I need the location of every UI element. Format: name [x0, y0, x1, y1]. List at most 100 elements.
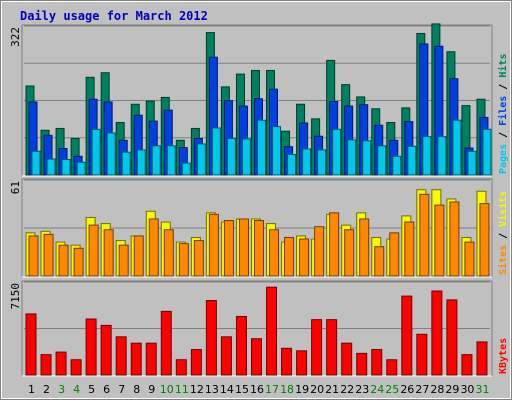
bar-pages-day-22 [347, 139, 357, 176]
bar-pages-day-10 [166, 145, 176, 176]
bar-kbytes-day-15 [235, 315, 247, 376]
legend-entry: Pages [498, 144, 509, 174]
bar-sites-day-13 [208, 213, 219, 277]
bar-kbytes-day-24 [371, 349, 383, 376]
bar-pages-day-13 [211, 127, 221, 176]
bar-pages-day-2 [46, 158, 56, 176]
bar-pages-day-18 [287, 153, 297, 176]
panel-legend-visits-sites: Sites / Visits [497, 191, 509, 275]
x-tick-label-day-27: 27 [415, 383, 429, 396]
bar-pages-day-30 [467, 150, 477, 176]
bar-sites-day-3 [58, 244, 69, 277]
x-tick-label-day-10: 10 [160, 383, 174, 396]
bar-kbytes-day-20 [311, 319, 323, 376]
bar-kbytes-day-1 [25, 313, 37, 376]
bar-kbytes-day-10 [160, 310, 172, 376]
bar-sites-day-12 [193, 240, 204, 277]
bar-sites-day-8 [133, 235, 144, 277]
bar-kbytes-day-22 [341, 342, 353, 376]
bar-sites-day-4 [73, 247, 84, 277]
x-tick-label-day-22: 22 [340, 383, 354, 396]
bar-sites-day-2 [43, 233, 54, 277]
bar-kbytes-day-14 [220, 336, 232, 376]
x-tick-label-day-25: 25 [385, 383, 399, 396]
bar-kbytes-day-11 [175, 359, 187, 376]
x-tick-label-day-1: 1 [28, 383, 35, 396]
bar-pages-day-9 [151, 145, 161, 176]
bar-sites-day-24 [374, 246, 385, 277]
x-tick-label-day-5: 5 [88, 383, 95, 396]
panel-legend-kbytes: KBytes [498, 338, 509, 374]
bar-sites-day-7 [118, 244, 129, 277]
bar-pages-day-28 [437, 136, 447, 176]
x-tick-label-day-26: 26 [400, 383, 414, 396]
bar-sites-day-25 [389, 232, 400, 277]
bar-kbytes-day-23 [356, 352, 368, 376]
bar-kbytes-day-9 [145, 342, 157, 376]
panel-pages-files-hits: 322 Pages / Files / Hits [9, 23, 509, 177]
chart-panels: 322 Pages / Files / Hits 61 Sites / Visits 7… [9, 23, 509, 377]
bar-sites-day-16 [253, 220, 264, 277]
bar-pages-day-31 [482, 128, 492, 176]
bar-kbytes-day-16 [250, 338, 262, 376]
bar-sites-day-5 [88, 224, 99, 277]
bar-sites-day-22 [344, 229, 355, 277]
bar-kbytes-day-7 [115, 336, 127, 376]
legend-entry: KBytes [498, 338, 509, 374]
x-tick-label-day-14: 14 [220, 383, 234, 396]
x-tick-label-day-7: 7 [118, 383, 125, 396]
bar-pages-day-17 [272, 126, 282, 176]
bar-kbytes-day-30 [461, 354, 473, 376]
bar-kbytes-day-8 [130, 342, 142, 376]
bar-pages-day-27 [422, 136, 432, 176]
bar-sites-day-6 [103, 229, 114, 277]
legend-separator: / [498, 78, 509, 96]
legend-entry: Visits [497, 191, 509, 227]
chart-title: Daily usage for March 2012 [20, 9, 208, 23]
bar-kbytes-day-12 [190, 349, 202, 376]
bar-sites-day-18 [284, 236, 295, 277]
x-tick-label-day-30: 30 [460, 383, 474, 396]
x-tick-label-day-4: 4 [73, 383, 80, 396]
bar-sites-day-23 [359, 218, 370, 277]
bar-sites-day-27 [419, 193, 430, 277]
x-tick-label-day-29: 29 [445, 383, 459, 396]
bar-kbytes-day-5 [85, 318, 97, 376]
bar-pages-day-14 [226, 137, 236, 176]
bar-sites-day-9 [148, 218, 159, 277]
bar-pages-day-3 [61, 158, 71, 176]
bar-kbytes-day-18 [281, 347, 293, 376]
bar-pages-day-5 [91, 128, 101, 176]
bar-sites-day-1 [28, 235, 39, 277]
x-tick-label-day-18: 18 [280, 383, 294, 396]
bar-sites-day-10 [163, 229, 174, 277]
bar-kbytes-day-29 [446, 299, 458, 376]
bar-sites-day-26 [404, 221, 415, 277]
bar-pages-day-23 [362, 140, 372, 176]
bar-kbytes-day-17 [266, 286, 278, 376]
legend-entry: Hits [497, 54, 509, 78]
bar-sites-day-20 [314, 226, 325, 277]
x-tick-label-day-2: 2 [43, 383, 50, 396]
x-tick-label-day-20: 20 [310, 383, 324, 396]
bar-sites-day-28 [434, 204, 445, 277]
x-tick-label-day-12: 12 [190, 383, 204, 396]
bar-kbytes-day-6 [100, 324, 112, 376]
bar-kbytes-day-3 [55, 351, 67, 376]
bar-pages-day-8 [136, 149, 146, 176]
x-tick-label-day-21: 21 [325, 383, 339, 396]
x-tick-label-day-11: 11 [175, 383, 189, 396]
y-axis-max-label: 322 [9, 27, 22, 47]
bar-kbytes-day-28 [431, 290, 443, 376]
bar-pages-day-21 [332, 128, 342, 176]
bar-pages-day-12 [196, 143, 206, 176]
bar-pages-day-15 [241, 138, 251, 176]
x-tick-label-day-9: 9 [148, 383, 155, 396]
x-tick-label-day-28: 28 [430, 383, 444, 396]
bar-kbytes-day-27 [416, 333, 428, 376]
bar-pages-day-20 [317, 149, 327, 176]
bar-kbytes-day-19 [296, 350, 308, 376]
legend-entry: Sites [497, 245, 509, 275]
bar-kbytes-day-4 [70, 359, 82, 376]
